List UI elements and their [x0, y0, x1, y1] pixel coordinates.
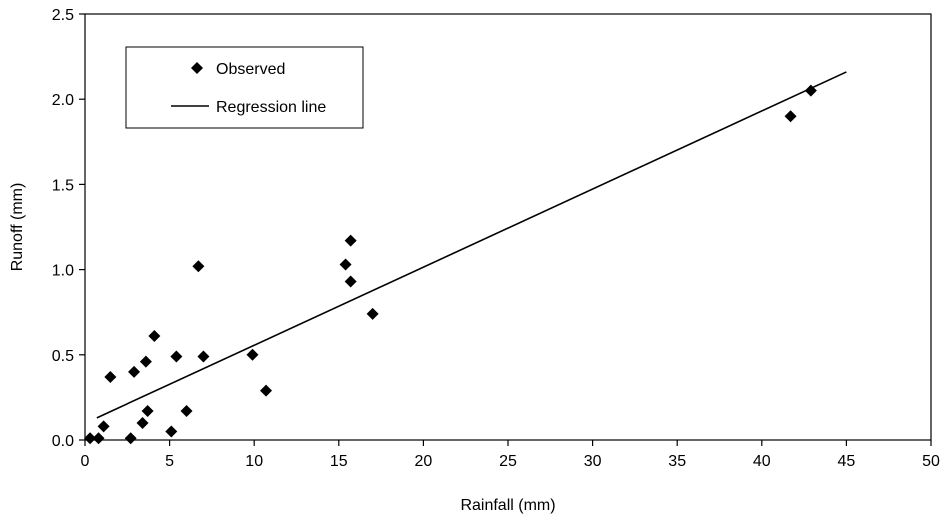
observed-point [344, 234, 357, 247]
x-tick-label: 5 [165, 453, 174, 470]
observed-point [804, 84, 817, 97]
observed-point [136, 416, 149, 429]
legend-label-observed: Observed [216, 61, 285, 78]
x-tick-label: 10 [245, 453, 263, 470]
observed-point [366, 307, 379, 320]
x-tick-label: 35 [668, 453, 686, 470]
y-tick-label: 2.5 [52, 7, 74, 24]
observed-point [197, 350, 210, 363]
y-axis-tick-labels: 0.0 0.5 1.0 1.5 2.0 2.5 [52, 7, 74, 450]
y-tick-label: 0.0 [52, 433, 74, 450]
observed-point [104, 370, 117, 383]
observed-point [784, 110, 797, 123]
observed-point [97, 420, 110, 433]
y-tick-label: 0.5 [52, 348, 74, 365]
observed-point [170, 350, 183, 363]
legend-box [125, 46, 364, 129]
x-tick-label: 25 [499, 453, 517, 470]
observed-point [260, 384, 273, 397]
x-tick-label: 50 [922, 453, 940, 470]
y-tick-label: 1.5 [52, 177, 74, 194]
observed-point [92, 432, 105, 445]
legend-marker-observed [191, 62, 203, 74]
observed-point [192, 260, 205, 273]
observed-point [339, 258, 352, 271]
y-axis-title: Runoff (mm) [9, 183, 26, 272]
observed-point [165, 425, 178, 438]
legend: Observed Regression line [125, 46, 364, 129]
observed-point [124, 432, 137, 445]
observed-point [148, 330, 161, 343]
x-tick-label: 30 [584, 453, 602, 470]
observed-point [141, 405, 154, 418]
x-tick-label: 15 [330, 453, 348, 470]
x-axis-tick-labels: 0 5 10 15 20 25 30 35 40 45 50 [81, 453, 940, 470]
legend-label-regression: Regression line [216, 99, 326, 116]
x-tick-label: 40 [753, 453, 771, 470]
regression-line [96, 71, 847, 419]
observed-point [180, 405, 193, 418]
y-tick-label: 1.0 [52, 263, 74, 280]
y-tick-label: 2.0 [52, 92, 74, 109]
observed-point [344, 275, 357, 288]
observed-point [246, 348, 259, 361]
series-layer [84, 71, 847, 445]
observed-point [84, 432, 97, 445]
x-tick-label: 0 [81, 453, 90, 470]
x-tick-label: 45 [838, 453, 856, 470]
x-axis-ticks [84, 440, 932, 446]
y-axis-ticks [79, 13, 85, 441]
x-tick-label: 20 [415, 453, 433, 470]
observed-point [139, 355, 152, 368]
x-axis-title: Rainfall (mm) [460, 497, 555, 514]
observed-point [128, 365, 141, 378]
